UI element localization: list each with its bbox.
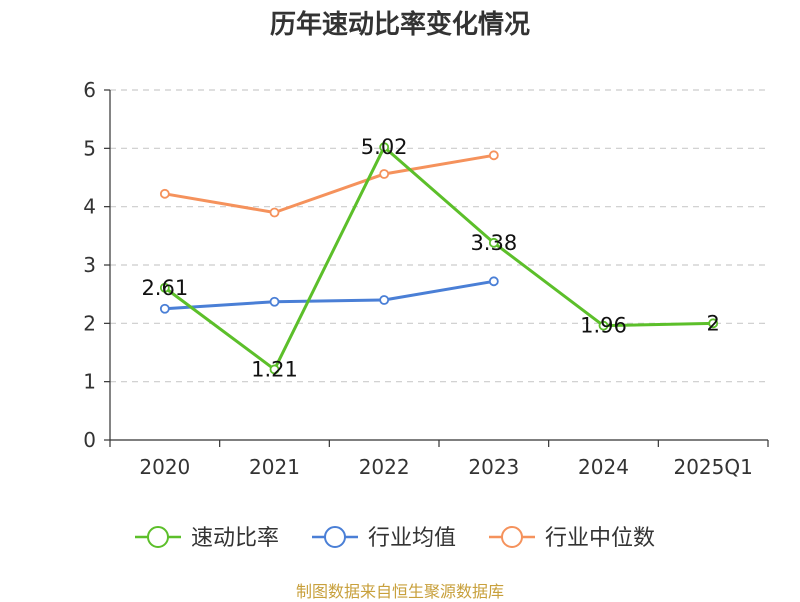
y-tick-label: 0	[83, 428, 96, 452]
data-label: 5.02	[361, 135, 408, 159]
data-point	[598, 320, 609, 331]
data-label: 3.38	[470, 231, 517, 255]
data-point	[488, 276, 499, 287]
data-label: 2.61	[141, 276, 188, 300]
x-tick-label: 2022	[359, 455, 410, 479]
legend-label: 速动比率	[191, 526, 279, 551]
chart-title: 历年速动比率变化情况	[269, 10, 530, 40]
data-label: 2	[706, 311, 719, 335]
y-tick-label: 3	[83, 253, 96, 277]
x-tick-label: 2024	[578, 455, 629, 479]
series-line-0	[163, 145, 714, 371]
data-point	[379, 169, 390, 179]
data-point	[269, 207, 280, 218]
data-point	[488, 237, 499, 248]
x-tick-label: 2025Q1	[673, 455, 752, 479]
data-label: 1.96	[580, 314, 627, 338]
series-line-1	[164, 279, 495, 311]
y-tick-label: 5	[83, 136, 96, 160]
legend-item-1: 行业均值	[312, 526, 456, 551]
legend: 速动比率 行业均值 行业中位数	[135, 526, 655, 551]
grid-lines	[110, 89, 768, 383]
data-point	[159, 188, 170, 199]
legend-label: 行业中位数	[545, 526, 655, 551]
data-point	[269, 364, 280, 375]
x-tick-label: 2020	[139, 455, 190, 479]
data-point	[379, 295, 390, 305]
y-tick-label: 4	[83, 195, 96, 219]
series-line-2	[164, 153, 495, 214]
legend-marker	[324, 526, 346, 548]
data-point	[269, 296, 280, 307]
data-label: 1.21	[251, 357, 298, 381]
y-tick-label: 1	[83, 370, 96, 394]
legend-item-0: 速动比率	[135, 526, 279, 551]
x-tick-label: 2023	[468, 455, 519, 479]
data-point	[708, 318, 719, 329]
legend-label: 行业均值	[368, 526, 456, 551]
data-point	[159, 303, 170, 314]
x-tick-label: 2021	[249, 455, 300, 479]
data-point	[488, 150, 499, 161]
legend-marker	[147, 526, 169, 548]
series-lines	[159, 142, 719, 375]
data-point	[159, 282, 170, 293]
y-tick-label: 6	[83, 78, 96, 102]
data-point	[379, 142, 390, 153]
source-note: 制图数据来自恒生聚源数据库	[295, 582, 504, 601]
data-labels: 2.61 1.21 5.02 3.38 1.96 2	[141, 135, 719, 381]
legend-item-2: 行业中位数	[489, 526, 655, 551]
axes: 0 1 2 3 4 5 6 2020 2021 2022 2023 2024 2025Q1	[83, 78, 769, 479]
legend-marker	[501, 526, 523, 548]
y-tick-label: 2	[83, 311, 96, 335]
